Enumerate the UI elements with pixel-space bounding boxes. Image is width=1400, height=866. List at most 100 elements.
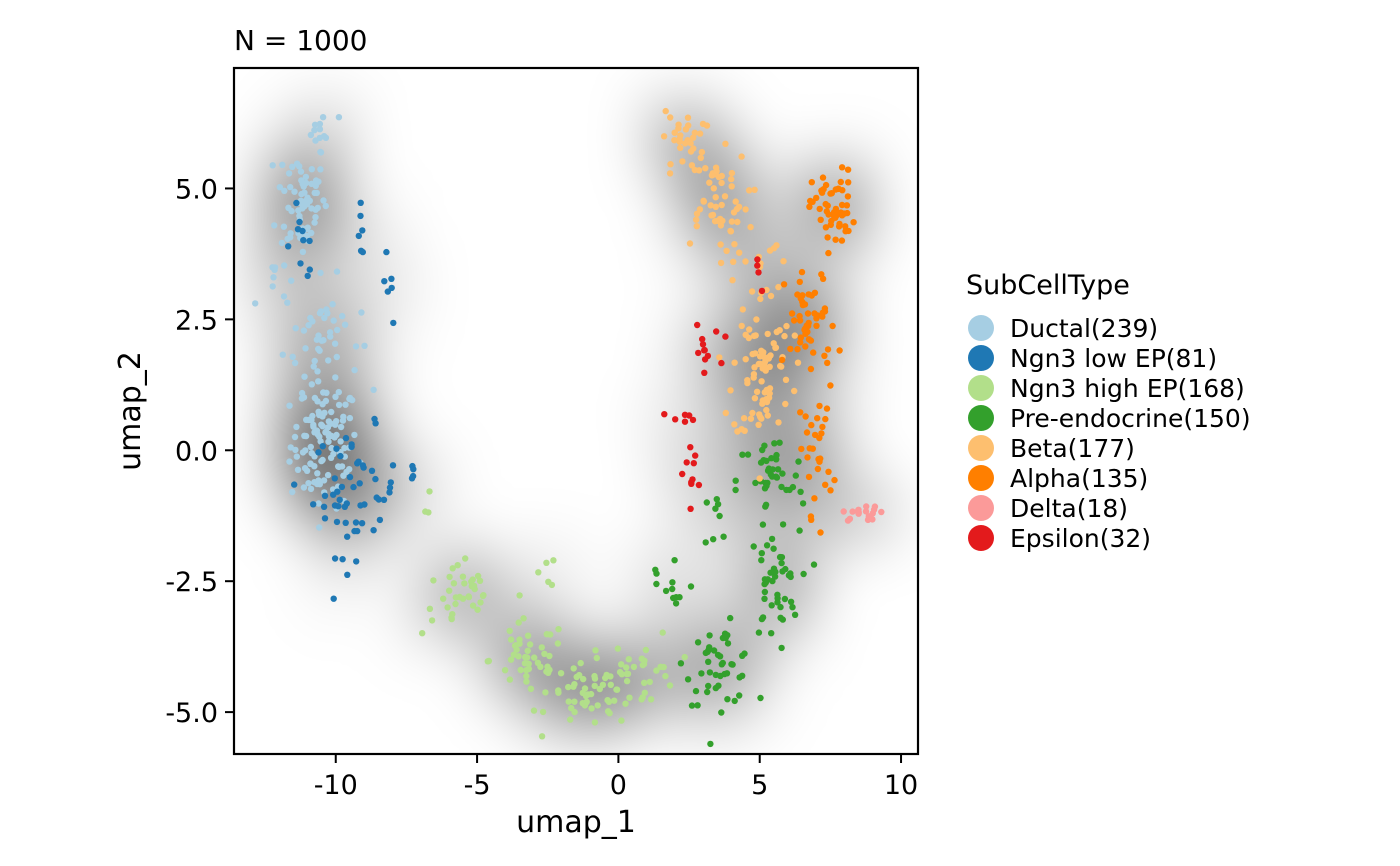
data-point — [280, 293, 288, 300]
data-point — [278, 239, 286, 247]
data-point — [317, 166, 324, 173]
data-point — [605, 698, 613, 706]
data-point — [758, 557, 765, 564]
data-point — [752, 332, 759, 339]
data-point — [594, 702, 601, 709]
data-point — [787, 345, 794, 353]
data-point — [311, 357, 318, 365]
data-point — [705, 658, 712, 665]
data-point — [294, 466, 302, 473]
data-point — [701, 356, 709, 363]
data-point — [791, 332, 798, 339]
data-point — [387, 479, 394, 486]
legend-key — [968, 315, 994, 341]
data-point — [357, 199, 364, 206]
data-point — [718, 661, 725, 668]
data-point — [292, 325, 299, 332]
data-point — [542, 689, 549, 696]
data-point — [842, 228, 849, 235]
data-point — [753, 388, 761, 395]
data-point — [311, 394, 319, 402]
data-point — [727, 614, 734, 622]
data-point — [662, 587, 670, 595]
data-point — [788, 310, 796, 317]
data-point — [469, 576, 476, 583]
data-point — [618, 671, 626, 678]
data-point — [547, 631, 554, 638]
data-point — [821, 352, 828, 359]
data-point — [301, 465, 309, 472]
data-point — [568, 704, 575, 712]
data-point — [723, 247, 730, 255]
plot-panel — [234, 68, 918, 754]
data-point — [702, 539, 709, 546]
data-point — [550, 557, 557, 564]
data-point — [546, 652, 553, 660]
data-point — [690, 145, 697, 152]
data-point — [324, 424, 332, 431]
data-point — [545, 578, 552, 585]
data-point — [335, 503, 342, 510]
data-point — [316, 310, 324, 317]
data-point — [299, 205, 306, 212]
data-point — [307, 443, 314, 451]
data-point — [763, 457, 770, 465]
data-point — [333, 418, 340, 425]
data-point — [320, 389, 327, 396]
data-point — [739, 306, 746, 313]
data-point — [338, 483, 346, 491]
data-point — [626, 694, 633, 701]
data-point — [772, 344, 780, 351]
data-point — [763, 406, 770, 414]
data-point — [358, 520, 366, 527]
data-point — [718, 179, 725, 187]
data-point — [798, 268, 806, 276]
data-point — [825, 211, 832, 218]
data-point — [808, 179, 815, 186]
data-point — [301, 373, 308, 380]
data-point — [630, 663, 638, 671]
data-point — [804, 310, 812, 317]
data-point — [474, 572, 482, 580]
legend: SubCellType Ductal(239)Ngn3 low EP(81)Ng… — [966, 270, 1251, 553]
data-point — [667, 161, 674, 168]
data-point — [701, 369, 708, 376]
data-point — [801, 301, 809, 308]
data-point — [837, 178, 844, 186]
data-point — [724, 640, 732, 647]
data-point — [252, 300, 259, 307]
data-point — [386, 489, 393, 496]
data-point — [829, 322, 836, 330]
data-point — [300, 237, 307, 244]
data-point — [775, 283, 782, 291]
data-point — [287, 444, 294, 451]
data-point — [356, 480, 363, 487]
data-point — [325, 418, 332, 425]
data-point — [742, 206, 749, 213]
data-point — [541, 650, 548, 657]
legend-title: SubCellType — [966, 270, 1130, 301]
data-point — [862, 508, 870, 515]
data-point — [807, 365, 815, 373]
data-point — [702, 165, 709, 172]
data-point — [794, 359, 802, 366]
data-point — [759, 400, 766, 407]
data-point — [298, 190, 305, 198]
data-point — [817, 455, 824, 462]
data-point — [465, 593, 473, 601]
data-point — [779, 470, 786, 477]
data-point — [355, 232, 362, 240]
data-point — [305, 480, 312, 487]
data-point — [706, 179, 713, 186]
data-point — [703, 122, 711, 129]
data-point — [565, 683, 572, 691]
data-point — [694, 321, 701, 329]
data-point — [611, 697, 618, 704]
x-tick-label: -5 — [464, 770, 491, 801]
data-point — [335, 388, 342, 396]
data-point — [855, 510, 862, 517]
data-point — [524, 647, 531, 654]
data-point — [307, 485, 315, 493]
data-point — [764, 330, 771, 338]
data-point — [736, 674, 743, 681]
